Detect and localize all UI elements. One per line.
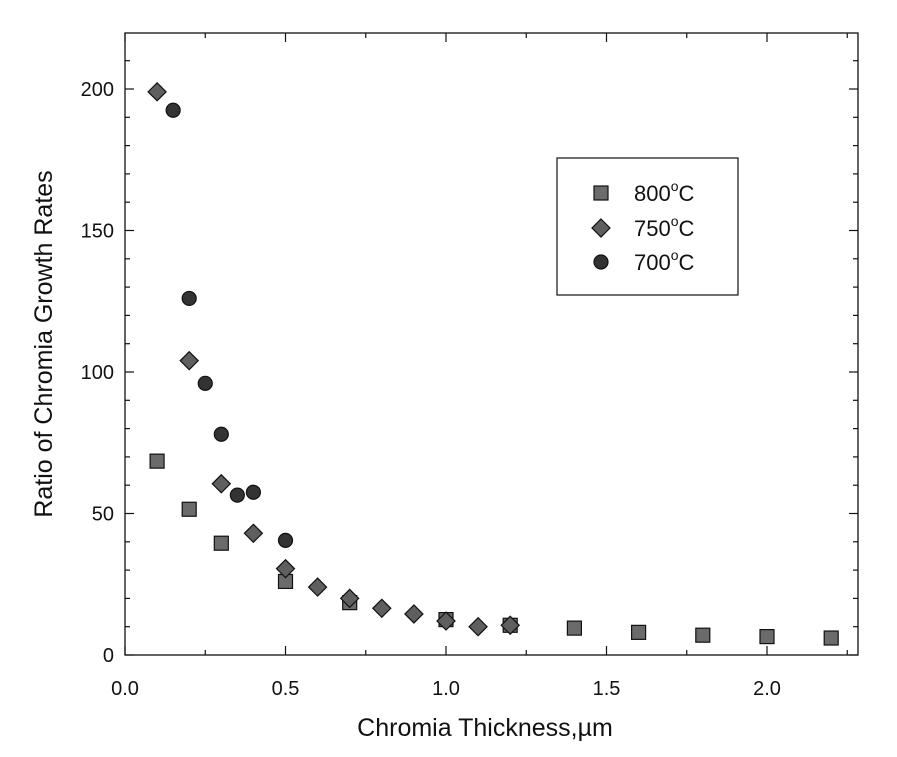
- x-tick-label: 0.0: [111, 678, 139, 700]
- data-point-square: [695, 627, 711, 643]
- x-axis-title: Chromia Thickness,µm: [357, 714, 613, 742]
- data-point-diamond: [307, 577, 328, 597]
- x-tick-label: 1.5: [593, 678, 621, 700]
- data-point-circle: [277, 532, 294, 548]
- x-tick-label: 0.5: [272, 678, 300, 700]
- data-point-circle: [213, 426, 229, 442]
- y-tick-label: 100: [81, 362, 114, 384]
- data-point-circle: [181, 290, 197, 307]
- data-point-diamond: [211, 473, 232, 494]
- data-point-diamond: [339, 588, 360, 609]
- data-point-diamond: [147, 81, 167, 102]
- data-point-diamond: [243, 523, 264, 544]
- data-point-circle: [245, 484, 261, 500]
- data-points: [147, 81, 839, 646]
- data-point-square: [181, 501, 197, 517]
- y-tick-label: 200: [81, 79, 114, 101]
- legend-label: 750oC: [634, 213, 695, 241]
- data-point-circle: [229, 487, 245, 503]
- data-point-circle: [165, 102, 181, 118]
- data-point-square: [213, 535, 229, 551]
- data-point-square: [823, 630, 839, 646]
- data-point-circle: [197, 375, 213, 391]
- legend-marker-diamond: [591, 218, 611, 238]
- data-point-square: [149, 453, 165, 469]
- data-point-square: [759, 629, 775, 645]
- axis-tick-labels: 0.0 0.5 1.0 1.5 2.0 0 50 100 150 200: [81, 79, 781, 700]
- y-tick-label: 50: [92, 504, 114, 526]
- y-tick-label: 150: [81, 221, 114, 243]
- legend-box: [556, 157, 739, 296]
- data-point-diamond: [275, 558, 296, 579]
- plot-frame: [124, 32, 859, 656]
- data-point-square: [630, 624, 647, 640]
- y-axis-title: Ratio of Chromia Growth Rates: [30, 170, 58, 517]
- legend-marker-square: [593, 185, 609, 201]
- axis-ticks: [124, 33, 858, 656]
- data-point-diamond: [468, 616, 488, 637]
- data-point-diamond: [436, 611, 456, 631]
- y-tick-label: 0: [103, 645, 114, 667]
- data-point-square: [566, 620, 583, 636]
- legend-label: 700oC: [634, 247, 695, 275]
- legend-label: 800oC: [634, 178, 695, 206]
- legend-marker-circle: [593, 254, 609, 270]
- x-tick-label: 1.0: [432, 678, 460, 700]
- legend: 800oC 750oC 700oC: [556, 157, 739, 296]
- data-point-diamond: [500, 615, 521, 636]
- data-point-diamond: [371, 598, 392, 619]
- data-point-diamond: [404, 604, 424, 624]
- data-point-diamond: [179, 350, 200, 371]
- x-tick-label: 2.0: [753, 678, 781, 700]
